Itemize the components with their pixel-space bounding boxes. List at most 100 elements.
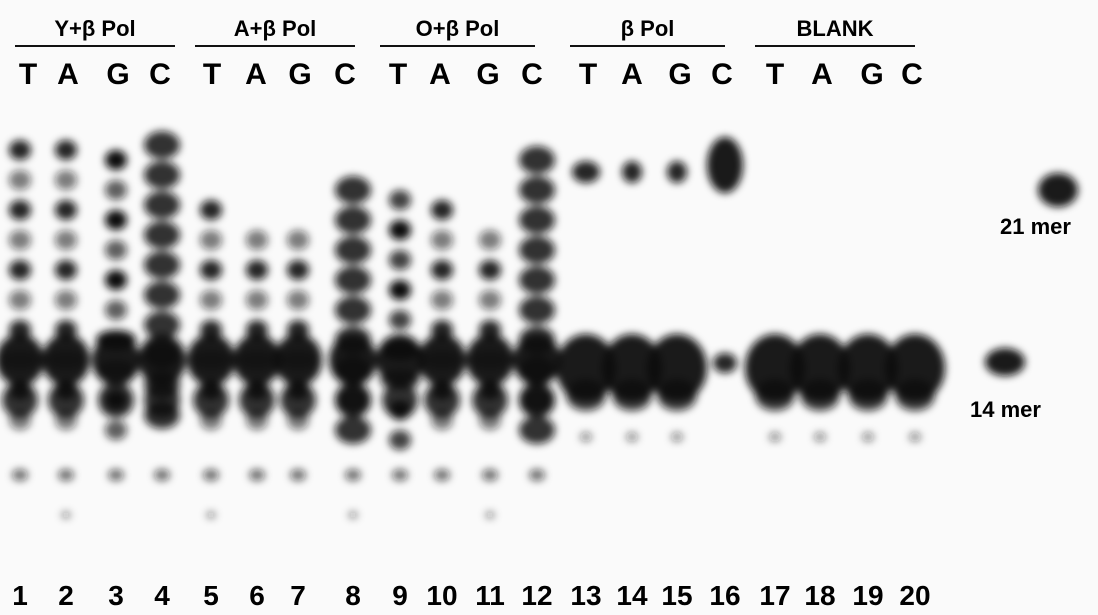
band (580, 432, 592, 442)
base-label: G (476, 58, 499, 91)
band (200, 290, 222, 310)
band (519, 416, 555, 444)
band (755, 379, 795, 411)
band (529, 469, 545, 481)
band (485, 511, 495, 519)
lane-number: 18 (804, 580, 835, 611)
lane-number: 13 (570, 580, 601, 611)
band (203, 469, 219, 481)
marker-label: 21 mer (1000, 214, 1071, 239)
band (814, 432, 826, 442)
band (206, 511, 216, 519)
band (246, 230, 268, 250)
band (431, 200, 453, 220)
band (862, 432, 874, 442)
band (519, 236, 555, 264)
band (519, 266, 555, 294)
base-label: G (106, 58, 129, 91)
base-label: A (621, 58, 643, 91)
lane-number: 3 (108, 580, 124, 611)
band (622, 161, 642, 183)
lane-number: 9 (392, 580, 408, 611)
band (9, 230, 31, 250)
band (572, 161, 600, 183)
band (287, 230, 309, 250)
band (144, 131, 180, 159)
base-label: A (57, 58, 79, 91)
base-label: A (811, 58, 833, 91)
base-label: G (668, 58, 691, 91)
band (418, 334, 466, 386)
base-label: T (579, 58, 597, 91)
lane-number: 16 (709, 580, 740, 611)
band (280, 382, 316, 418)
lane-number: 7 (290, 580, 306, 611)
band (105, 420, 127, 440)
band (144, 382, 180, 418)
lane-number: 19 (852, 580, 883, 611)
band (482, 469, 498, 481)
lane-number: 20 (899, 580, 930, 611)
band (55, 140, 77, 160)
base-label: C (521, 58, 543, 91)
band (392, 469, 408, 481)
band (479, 260, 501, 280)
base-label: T (203, 58, 221, 91)
group-label: β Pol (621, 16, 675, 41)
lane-number: 2 (58, 580, 74, 611)
base-label: A (245, 58, 267, 91)
band (513, 334, 561, 386)
band (389, 190, 411, 210)
band (92, 334, 140, 386)
band (55, 290, 77, 310)
band (335, 416, 371, 444)
band (55, 200, 77, 220)
band (424, 382, 460, 418)
band (144, 161, 180, 189)
lane-number: 4 (154, 580, 170, 611)
band (895, 379, 935, 411)
band (287, 260, 309, 280)
band (769, 432, 781, 442)
band (12, 469, 28, 481)
band (105, 300, 127, 320)
band (667, 161, 687, 183)
band (335, 206, 371, 234)
band (9, 260, 31, 280)
band (287, 290, 309, 310)
band (48, 382, 84, 418)
band (98, 382, 134, 418)
lane-number: 14 (616, 580, 648, 611)
band (105, 270, 127, 290)
band (519, 206, 555, 234)
lane-number: 1 (12, 580, 28, 611)
band (800, 379, 840, 411)
band (105, 180, 127, 200)
band (335, 236, 371, 264)
band (187, 334, 235, 386)
lane-number: 15 (661, 580, 692, 611)
band (9, 290, 31, 310)
band (154, 469, 170, 481)
band (144, 281, 180, 309)
group-label: Y+β Pol (54, 16, 135, 41)
band (55, 170, 77, 190)
band (200, 260, 222, 280)
lane-number: 5 (203, 580, 219, 611)
band (431, 290, 453, 310)
band (193, 382, 229, 418)
band (389, 280, 411, 300)
base-label: T (766, 58, 784, 91)
band (1038, 173, 1078, 207)
band (246, 290, 268, 310)
band (239, 382, 275, 418)
band (246, 260, 268, 280)
gel-bands (0, 131, 1078, 519)
base-label: G (860, 58, 883, 91)
band (376, 334, 424, 386)
band (389, 250, 411, 270)
band (431, 230, 453, 250)
band (707, 137, 743, 193)
band (612, 379, 652, 411)
